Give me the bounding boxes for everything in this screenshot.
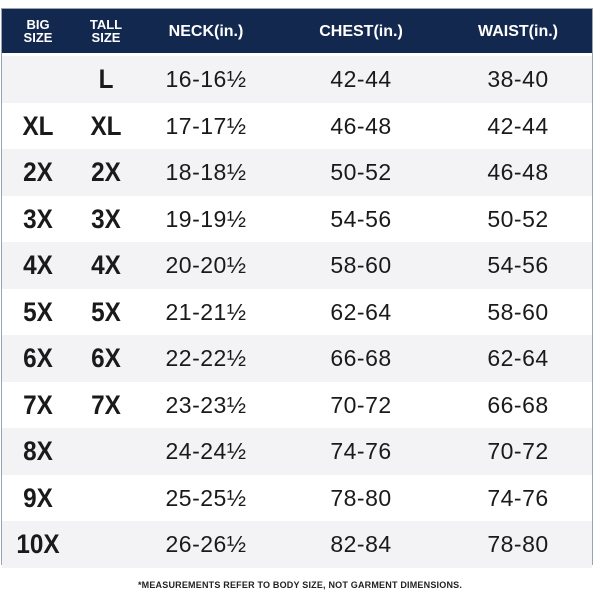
header-text: NECK(in.): [168, 22, 244, 40]
measure-cell: 74-76: [487, 484, 549, 511]
size-cell: 5X: [23, 296, 53, 327]
size-table: BIG SIZE TALL SIZE NECK(in.) CHEST(in.) WAIST(…: [1, 8, 593, 568]
footnote: *MEASUREMENTS REFER TO BODY SIZE, NOT GA…: [137, 580, 463, 590]
table-row: 9X 25-25½ 78-80 74-76: [2, 474, 592, 521]
size-cell: XL: [90, 110, 122, 141]
measure-cell: 42-44: [487, 112, 549, 139]
measure-cell: 16-16½: [165, 66, 247, 92]
size-cell: 5X: [91, 296, 121, 327]
measure-cell: 78-80: [330, 484, 392, 511]
measure-cell: 78-80: [487, 531, 549, 557]
size-cell: 2X: [23, 157, 53, 187]
header-text: BIG: [26, 17, 50, 32]
size-cell: 10X: [16, 529, 60, 559]
measure-cell: 26-26½: [165, 531, 247, 557]
header-text: SIZE: [91, 30, 121, 45]
measure-cell: 38-40: [487, 66, 549, 92]
table-row: XL XL 17-17½ 46-48 42-44: [2, 102, 592, 149]
table-row: 7X 7X 23-23½ 70-72 66-68: [2, 381, 592, 428]
table-row: 10X 26-26½ 82-84 78-80: [2, 521, 592, 568]
measure-cell: 54-56: [487, 252, 549, 278]
header-text: WAIST(in.): [478, 22, 558, 40]
measure-cell: 66-68: [330, 345, 392, 371]
measure-cell: 50-52: [487, 205, 549, 232]
header-cell: BIG SIZE: [24, 9, 53, 53]
measure-cell: 46-48: [330, 112, 392, 139]
size-cell: 2X: [91, 157, 121, 187]
size-cell: 9X: [23, 482, 53, 513]
measure-cell: 66-68: [487, 391, 549, 418]
size-cell: L: [98, 64, 114, 94]
measure-cell: 62-64: [487, 345, 549, 371]
table-row: L 16-16½ 42-44 38-40: [2, 56, 592, 103]
measure-cell: 58-60: [330, 252, 392, 278]
size-cell: 3X: [23, 203, 53, 234]
measure-cell: 19-19½: [165, 205, 247, 232]
measure-cell: 25-25½: [165, 484, 247, 511]
header-cell: TALL SIZE: [90, 9, 122, 53]
header-cell: NECK(in.): [169, 9, 244, 53]
size-cell: 8X: [23, 436, 53, 466]
measure-cell: 18-18½: [165, 159, 247, 185]
header-text: SIZE: [23, 30, 53, 45]
measure-cell: 42-44: [330, 66, 392, 92]
size-cell: 4X: [91, 250, 121, 280]
measure-cell: 58-60: [487, 298, 549, 325]
measure-cell: 62-64: [330, 298, 392, 325]
measure-cell: 54-56: [330, 205, 392, 232]
table-row: 3X 3X 19-19½ 54-56 50-52: [2, 195, 592, 242]
measure-cell: 22-22½: [165, 345, 247, 371]
table-row: 4X 4X 20-20½ 58-60 54-56: [2, 242, 592, 289]
measure-cell: 50-52: [330, 159, 392, 185]
measure-cell: 23-23½: [165, 391, 247, 418]
measure-cell: 82-84: [330, 531, 392, 557]
header-cell: WAIST(in.): [478, 9, 558, 53]
header-cell: CHEST(in.): [319, 9, 403, 53]
measure-cell: 17-17½: [165, 112, 247, 139]
header-text: TALL: [89, 17, 123, 32]
table-row: 8X 24-24½ 74-76 70-72: [2, 428, 592, 475]
size-cell: 4X: [23, 250, 53, 280]
measure-cell: 21-21½: [165, 298, 247, 325]
table-row: 6X 6X 22-22½ 66-68 62-64: [2, 335, 592, 382]
measure-cell: 70-72: [330, 391, 392, 418]
size-cell: 6X: [91, 343, 121, 373]
size-cell: 3X: [91, 203, 121, 234]
measure-cell: 70-72: [487, 438, 549, 464]
measure-cell: 46-48: [487, 159, 549, 185]
header-text: CHEST(in.): [319, 22, 403, 40]
size-cell: 7X: [23, 389, 53, 420]
size-cell: 7X: [91, 389, 121, 420]
size-cell: 6X: [23, 343, 53, 373]
table-row: 2X 2X 18-18½ 50-52 46-48: [2, 149, 592, 196]
table-header: BIG SIZE TALL SIZE NECK(in.) CHEST(in.) WAIST(…: [2, 9, 592, 53]
measure-cell: 24-24½: [165, 438, 247, 464]
size-cell: XL: [22, 110, 54, 141]
measure-cell: 20-20½: [165, 252, 247, 278]
measure-cell: 74-76: [330, 438, 392, 464]
table-row: 5X 5X 21-21½ 62-64 58-60: [2, 288, 592, 335]
